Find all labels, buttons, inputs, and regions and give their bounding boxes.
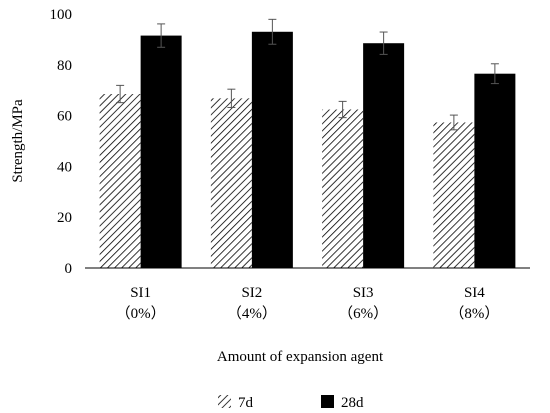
error-bar-28d-1 <box>157 23 166 48</box>
bar-7d-1 <box>99 94 141 268</box>
x-category-sublabel: （6%） <box>338 305 388 322</box>
x-category-label: SI1 <box>130 285 151 301</box>
error-bar-28d-2 <box>268 18 277 45</box>
bar-7d-2 <box>210 98 252 268</box>
y-axis-label: Strength/MPa <box>10 99 26 183</box>
x-category-label: SI2 <box>241 285 262 301</box>
legend-swatch-7d <box>218 395 231 408</box>
y-axis-ticks: 0 20 40 60 80 100 <box>50 7 73 277</box>
y-tick-label: 20 <box>57 210 72 226</box>
y-tick-label: 80 <box>57 58 72 74</box>
bars-group <box>99 31 516 269</box>
legend-swatch-28d <box>321 395 334 408</box>
y-tick-label: 100 <box>50 7 73 23</box>
bar-7d-4 <box>433 122 475 268</box>
legend-label-28d: 28d <box>341 395 364 411</box>
error-bar-28d-3 <box>379 31 388 55</box>
bar-28d-1 <box>140 35 182 269</box>
x-category-sublabel: （0%） <box>116 305 166 322</box>
error-bar-7d-1 <box>116 84 125 104</box>
bar-7d-3 <box>322 109 364 268</box>
bar-28d-2 <box>251 31 293 269</box>
error-bars-group <box>116 18 499 131</box>
x-axis-label: Amount of expansion agent <box>217 349 384 365</box>
x-axis-categories: SI1 （0%） SI2 （4%） SI3 （6%） SI4 （8%） <box>116 285 500 322</box>
y-tick-label: 0 <box>65 261 73 277</box>
y-tick-label: 40 <box>57 159 72 175</box>
legend: 7d 28d <box>218 395 364 411</box>
x-category-label: SI4 <box>464 285 485 301</box>
y-tick-label: 60 <box>57 109 72 125</box>
x-category-sublabel: （4%） <box>227 305 277 322</box>
x-category-label: SI3 <box>353 285 374 301</box>
x-category-sublabel: （8%） <box>449 305 499 322</box>
bar-28d-3 <box>363 43 405 269</box>
legend-label-7d: 7d <box>238 395 254 411</box>
error-bar-7d-2 <box>227 88 236 108</box>
error-bar-7d-4 <box>449 114 458 131</box>
error-bar-28d-4 <box>490 63 499 85</box>
bar-28d-4 <box>474 73 516 268</box>
error-bar-7d-3 <box>338 100 347 119</box>
